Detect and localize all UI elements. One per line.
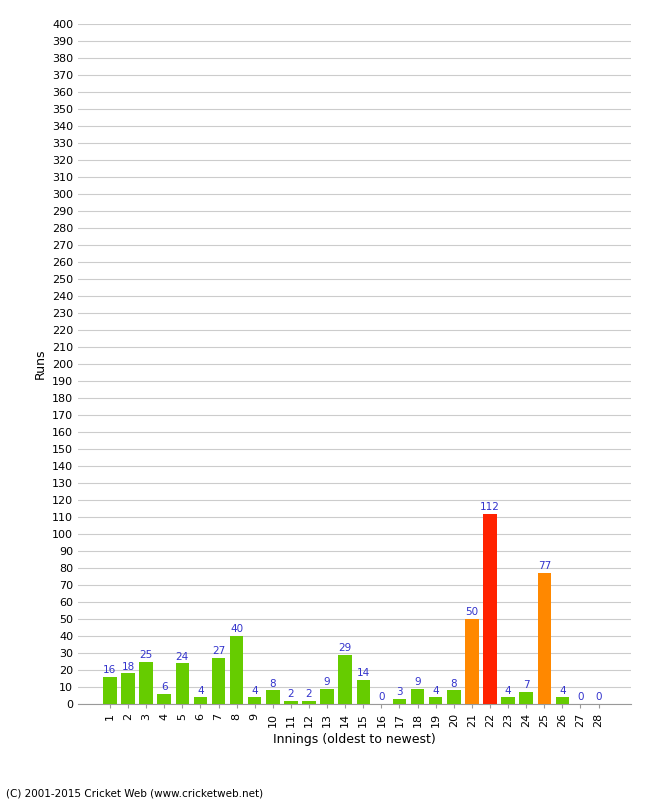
Text: 29: 29 xyxy=(339,643,352,653)
Bar xyxy=(248,697,261,704)
Bar xyxy=(320,689,334,704)
Bar xyxy=(194,697,207,704)
Bar xyxy=(429,697,443,704)
Text: 0: 0 xyxy=(577,692,584,702)
Text: 18: 18 xyxy=(122,662,135,672)
Text: 4: 4 xyxy=(559,686,566,695)
Text: 4: 4 xyxy=(505,686,512,695)
Text: 0: 0 xyxy=(378,692,385,702)
Bar xyxy=(339,654,352,704)
Text: 3: 3 xyxy=(396,687,403,697)
Bar xyxy=(103,677,117,704)
Text: 2: 2 xyxy=(306,689,312,699)
Text: 4: 4 xyxy=(432,686,439,695)
Text: 112: 112 xyxy=(480,502,500,512)
Bar xyxy=(157,694,171,704)
Bar xyxy=(121,674,135,704)
Text: 24: 24 xyxy=(176,651,189,662)
Text: 8: 8 xyxy=(450,678,457,689)
Text: 14: 14 xyxy=(357,669,370,678)
Text: (C) 2001-2015 Cricket Web (www.cricketweb.net): (C) 2001-2015 Cricket Web (www.cricketwe… xyxy=(6,789,264,798)
Bar xyxy=(538,573,551,704)
Text: 27: 27 xyxy=(212,646,225,656)
Bar xyxy=(230,636,243,704)
Bar xyxy=(501,697,515,704)
Bar xyxy=(302,701,316,704)
Bar xyxy=(139,662,153,704)
Text: 7: 7 xyxy=(523,680,530,690)
Text: 6: 6 xyxy=(161,682,168,692)
Bar xyxy=(447,690,461,704)
Text: 8: 8 xyxy=(270,678,276,689)
Text: 50: 50 xyxy=(465,607,478,618)
Bar xyxy=(465,619,478,704)
Text: 2: 2 xyxy=(287,689,294,699)
Bar xyxy=(266,690,280,704)
Bar xyxy=(556,697,569,704)
Text: 4: 4 xyxy=(252,686,258,695)
Bar xyxy=(284,701,298,704)
Bar xyxy=(356,680,370,704)
Text: 77: 77 xyxy=(538,562,551,571)
Bar xyxy=(176,663,189,704)
Bar xyxy=(483,514,497,704)
Y-axis label: Runs: Runs xyxy=(33,349,46,379)
Bar xyxy=(519,692,533,704)
Bar xyxy=(411,689,424,704)
Text: 9: 9 xyxy=(324,677,330,687)
Text: 25: 25 xyxy=(140,650,153,660)
X-axis label: Innings (oldest to newest): Innings (oldest to newest) xyxy=(273,733,436,746)
Text: 16: 16 xyxy=(103,665,116,675)
Text: 0: 0 xyxy=(595,692,602,702)
Text: 40: 40 xyxy=(230,624,243,634)
Bar xyxy=(393,699,406,704)
Text: 9: 9 xyxy=(414,677,421,687)
Bar xyxy=(212,658,226,704)
Text: 4: 4 xyxy=(197,686,203,695)
